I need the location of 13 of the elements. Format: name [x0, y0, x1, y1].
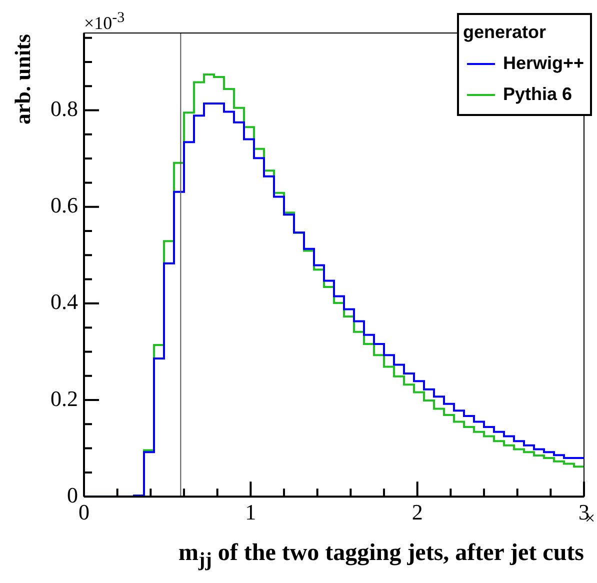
y-axis-title: arb. units — [10, 34, 36, 124]
y-tick-label: 0.4 — [50, 289, 78, 314]
legend-label: Herwig++ — [502, 52, 584, 75]
y-tick-label: 0 — [67, 482, 78, 508]
x-axis-title: m$_{jj}$ of the two tagging jets, after jet cuts — [178, 540, 584, 572]
annotation: ×10$^{-3}$ — [84, 9, 125, 33]
x-tick-label: 2 — [412, 500, 423, 525]
y-tick-label: 0.2 — [50, 386, 78, 411]
y-tick-label: 0.6 — [50, 192, 78, 218]
x-tick-label: 1 — [245, 500, 256, 525]
legend-title: generator — [462, 21, 547, 44]
y-tick-label: 0.8 — [50, 96, 78, 122]
legend-label: Pythia 6 — [502, 83, 572, 106]
